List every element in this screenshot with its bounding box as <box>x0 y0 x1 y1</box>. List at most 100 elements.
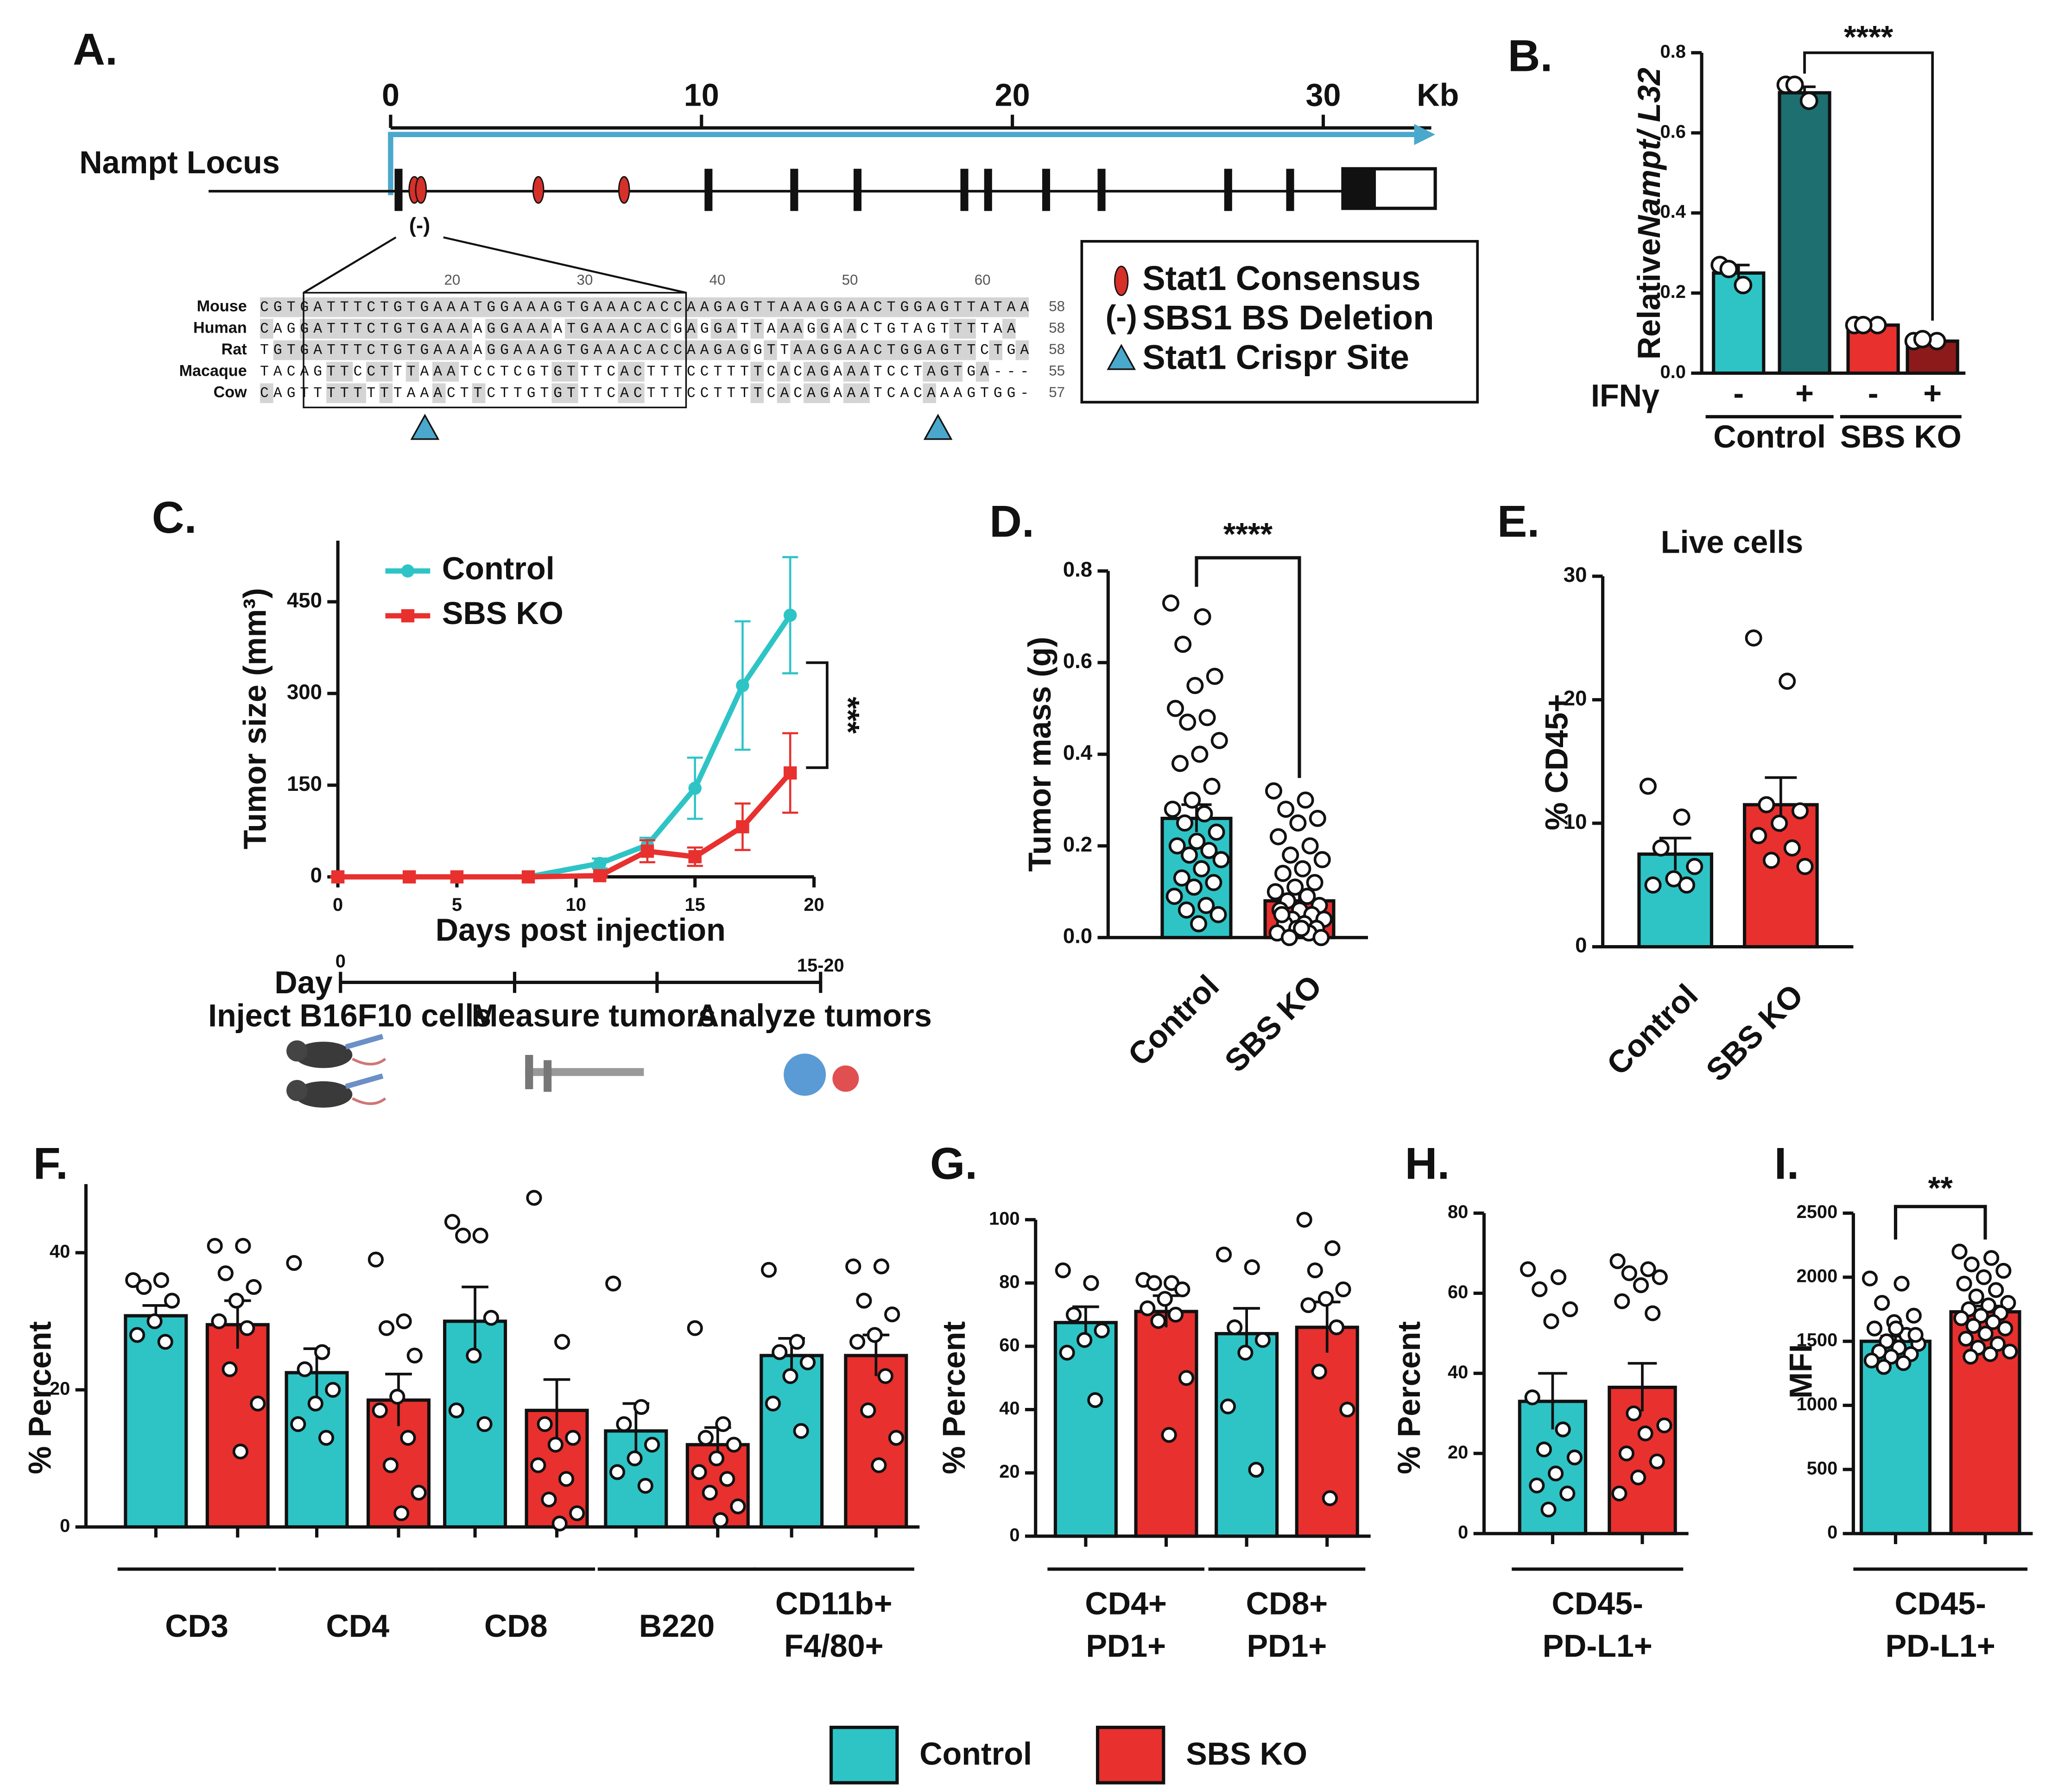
conserved-shade <box>459 297 472 317</box>
last-exon <box>1342 169 1376 208</box>
data-point <box>411 1484 427 1501</box>
panel-label: F. <box>33 1138 68 1188</box>
conserved-shade <box>790 297 804 317</box>
data-point <box>558 1471 575 1487</box>
data-point <box>530 1457 546 1473</box>
conserved-shade <box>538 340 552 360</box>
y-axis-label: RelativeNampt/ L32 <box>1632 68 1667 360</box>
data-point <box>873 1258 890 1275</box>
conserved-shade <box>975 362 989 382</box>
conserved-shade <box>273 340 287 360</box>
conserved-shade <box>843 297 857 317</box>
data-point <box>146 1313 163 1329</box>
marker <box>736 679 749 692</box>
conserved-shade <box>432 340 446 360</box>
group-label: SBS KO <box>1840 419 1962 454</box>
y-tick-label: 20 <box>50 1378 70 1399</box>
data-point <box>1216 1246 1232 1262</box>
y-tick-label: 0.0 <box>1063 924 1092 948</box>
data-point <box>1171 755 1189 772</box>
conserved-shade <box>565 340 578 360</box>
conserved-shade <box>803 362 817 382</box>
conserved-shade <box>777 319 791 339</box>
data-point <box>1296 1211 1312 1228</box>
conserved-shade <box>1002 297 1016 317</box>
data-point <box>1995 1262 2012 1279</box>
conserved-shade <box>299 297 313 317</box>
data-point <box>1913 330 1932 348</box>
conserved-shade <box>936 297 950 317</box>
data-point <box>1157 1291 1173 1307</box>
conserved-shade <box>551 340 565 360</box>
data-point <box>1055 1262 1071 1279</box>
data-point <box>1543 1313 1559 1330</box>
conserved-shade <box>525 319 538 339</box>
data-point <box>849 1334 866 1350</box>
exon <box>1097 169 1106 211</box>
conserved-shade <box>618 383 632 404</box>
data-point <box>1863 1352 1880 1369</box>
data-point <box>1184 791 1201 809</box>
data-point <box>789 1334 805 1350</box>
conserved-shade <box>817 297 830 317</box>
conserved-shade <box>883 340 897 360</box>
data-point <box>1339 1401 1355 1418</box>
data-point <box>1524 1389 1540 1406</box>
marker <box>450 870 464 883</box>
marker <box>593 857 607 870</box>
data-point <box>761 1262 777 1278</box>
timeline-tick-label: 15-20 <box>797 955 844 976</box>
data-point <box>1614 1293 1630 1309</box>
conserved-shade <box>419 340 433 360</box>
data-point <box>1212 851 1230 869</box>
legend-swatch <box>830 1725 899 1785</box>
timeline-step: Inject B16F10 cells <box>208 998 491 1033</box>
y-tick-label: 0 <box>1575 934 1587 957</box>
conserved-shade <box>459 340 472 360</box>
data-point <box>1745 629 1762 647</box>
conserved-shade <box>565 319 578 339</box>
conserved-shade <box>631 297 645 317</box>
data-point <box>1951 1243 1968 1260</box>
data-point <box>765 1395 781 1412</box>
conserved-shade <box>578 297 592 317</box>
conserved-shade <box>777 362 791 382</box>
marker <box>593 869 607 883</box>
data-point <box>1779 672 1796 690</box>
y-tick-label: 0.6 <box>1063 649 1092 673</box>
conserved-shade <box>313 340 327 360</box>
bar <box>205 1323 270 1529</box>
row-label: IFNγ <box>1591 379 1659 414</box>
conserved-shade <box>817 362 830 382</box>
conserved-shade <box>604 319 618 339</box>
conserved-shade <box>923 297 936 317</box>
x-axis-label: Days post injection <box>436 912 726 947</box>
conserved-shade <box>1015 340 1029 360</box>
data-point <box>448 1402 464 1419</box>
conserved-shade <box>512 297 526 317</box>
arrow-head <box>1414 124 1436 145</box>
conserved-shade <box>658 319 671 339</box>
conserved-shade <box>286 297 300 317</box>
exon <box>704 169 713 211</box>
conserved-shade <box>830 340 843 360</box>
x-tick-label: CD4 <box>326 1609 389 1644</box>
data-point <box>860 1402 876 1419</box>
y-tick-label: 60 <box>999 1335 1020 1356</box>
marker <box>402 870 416 883</box>
conserved-shade <box>419 297 433 317</box>
data-point <box>1186 677 1204 694</box>
panel-label: E. <box>1497 496 1539 546</box>
y-axis-label: % Percent <box>937 1321 972 1474</box>
conserved-shade <box>909 340 923 360</box>
data-point <box>569 1505 585 1521</box>
x-tick-label: CD8 <box>484 1609 548 1644</box>
sequence-length: 58 <box>1049 341 1065 357</box>
conserved-shade <box>843 340 857 360</box>
panel-label: G. <box>930 1138 977 1188</box>
data-point <box>1188 833 1206 850</box>
conserved-shade <box>405 340 419 360</box>
data-point <box>1750 827 1767 845</box>
data-point <box>1166 700 1184 717</box>
